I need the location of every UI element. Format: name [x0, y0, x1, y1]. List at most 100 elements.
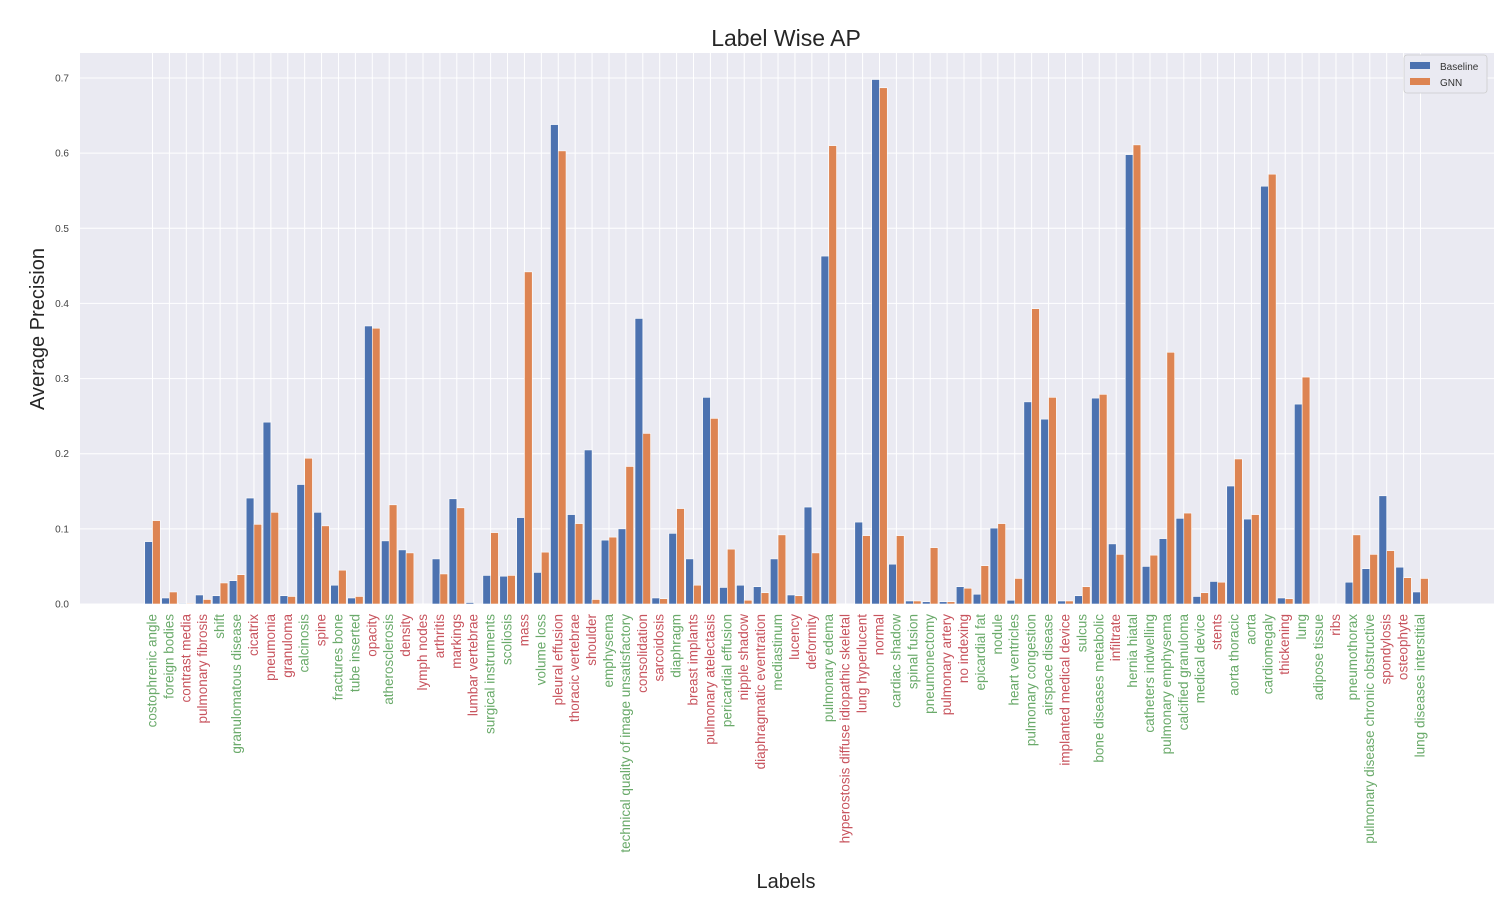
bar-baseline-no-indexing: [955, 586, 965, 605]
bar-baseline-lung: [1294, 403, 1303, 605]
bar-baseline-mediastinum: [769, 558, 779, 605]
x-tick-label: sarcoidosis: [652, 614, 667, 682]
bar-gnn-calcified-granuloma: [1183, 512, 1192, 605]
x-tick-label: adipose tissue: [1311, 614, 1326, 700]
bar-gnn-surgical-instruments: [490, 532, 499, 605]
bar-baseline-cardiomegaly: [1260, 185, 1269, 605]
bar-baseline-tube-inserted: [347, 597, 356, 605]
bar-gnn-pulmonary-disease-chronic-obstructive: [1369, 554, 1378, 605]
bar-gnn-calcinosis: [304, 457, 313, 605]
bar-baseline-nodule: [989, 527, 999, 605]
bar-gnn-mediastinum: [777, 534, 787, 605]
x-tick-label: surgical instruments: [483, 614, 498, 734]
bar-gnn-cardiomegaly: [1268, 173, 1277, 605]
x-tick-label: pneumonectomy: [922, 614, 937, 714]
bar-baseline-stents: [1209, 581, 1218, 605]
y-tick-label: 0.1: [55, 524, 69, 535]
y-tick-labels: 0.0 0.1 0.2 0.3 0.4 0.5 0.6 0.7: [55, 74, 69, 611]
bar-baseline-scoliosis: [499, 575, 508, 605]
bar-baseline-pulmonary-atelectasis: [702, 397, 711, 605]
x-tick-label: nodule: [990, 614, 1005, 655]
x-tick-label: pleural effusion: [550, 614, 565, 705]
x-tick-label: mediastinum: [770, 614, 785, 691]
x-tick-label: implanted medical device: [1057, 614, 1072, 766]
x-tick-label: epicardial fat: [973, 614, 988, 691]
bar-baseline-lung-diseases-interstitial: [1412, 591, 1421, 605]
bar-baseline-spinal-fusion: [905, 600, 914, 605]
bar-gnn-aorta: [1251, 514, 1260, 605]
x-tick-label: deformity: [804, 614, 819, 670]
bar-baseline-hernia-hiatal: [1125, 154, 1134, 605]
bar-gnn-mass: [524, 271, 533, 605]
bar-gnn-aorta-thoracic: [1234, 458, 1243, 605]
plot-area: [80, 53, 1494, 604]
bar-gnn-emphysema: [608, 536, 618, 605]
x-tick-label: pulmonary emphysema: [1159, 614, 1174, 755]
x-tick-label: fractures bone: [330, 614, 345, 700]
bar-gnn-sarcoidosis: [659, 598, 668, 605]
y-tick-label: 0.3: [55, 374, 69, 385]
bar-gnn-breast-implants: [693, 584, 702, 605]
x-tick-label: pneumothorax: [1345, 614, 1360, 701]
x-tick-label: heart ventricles: [1007, 614, 1022, 706]
bar-gnn-pulmonary-fibrosis: [202, 599, 212, 605]
bar-baseline-implanted-medical-device: [1057, 600, 1066, 605]
x-tick-label: volume loss: [533, 614, 548, 686]
bar-baseline-diaphragmatic-eventration: [753, 586, 762, 605]
bar-gnn-hernia-hiatal: [1132, 144, 1142, 605]
x-tick-label: scoliosis: [500, 614, 515, 665]
bar-gnn-bone-diseases-metabolic: [1098, 394, 1108, 605]
bar-baseline-lucency: [786, 594, 796, 605]
bar-baseline-pulmonary-disease-chronic-obstructive: [1361, 568, 1371, 605]
x-tick-label: catheters indwelling: [1142, 614, 1157, 733]
bar-baseline-granuloma: [279, 595, 289, 605]
x-tick-label: sulcus: [1074, 614, 1089, 653]
y-tick-label: 0.4: [55, 299, 69, 310]
bar-gnn-atherosclerosis: [388, 504, 398, 605]
x-tick-label: density: [398, 614, 413, 657]
x-tick-labels: costophrenic angle foreign bodies contrast…: [145, 614, 1428, 853]
x-tick-label: technical quality of image unsatisfactor…: [618, 614, 633, 853]
x-tick-label: lumbar vertebrae: [466, 614, 481, 716]
bar-baseline-spine: [313, 512, 322, 605]
x-tick-label: diaphragm: [669, 614, 684, 678]
x-tick-label: hernia hiatal: [1125, 614, 1140, 688]
bar-gnn-shift: [219, 582, 229, 605]
bar-baseline-volume-loss: [533, 572, 542, 605]
bar-baseline-catheters-indwelling: [1141, 566, 1151, 605]
bar-gnn-infiltrate: [1115, 554, 1125, 605]
y-tick-label: 0.6: [55, 149, 69, 160]
x-tick-label: foreign bodies: [161, 614, 176, 699]
bar-gnn-thoracic-vertebrae: [574, 523, 584, 605]
x-tick-label: infiltrate: [1108, 614, 1123, 661]
bar-gnn-cardiac-shadow: [896, 535, 905, 605]
x-tick-label: ribs: [1328, 614, 1343, 636]
bar-baseline-surgical-instruments: [482, 575, 491, 605]
bar-baseline-heart-ventricles: [1006, 599, 1016, 605]
bar-gnn-scoliosis: [507, 575, 516, 605]
bar-gnn-epicardial-fat: [980, 565, 990, 605]
x-tick-label: contrast media: [178, 614, 193, 703]
x-tick-label: aorta: [1243, 614, 1258, 645]
x-tick-label: cardiomegaly: [1260, 614, 1275, 695]
bar-gnn-foreign-bodies: [169, 591, 178, 605]
x-axis-label: Labels: [757, 871, 816, 893]
x-tick-label: bone diseases metabolic: [1091, 614, 1106, 763]
chart-title: Label Wise AP: [711, 25, 861, 51]
x-tick-label: mass: [516, 614, 531, 647]
bar-gnn-osteophyte: [1403, 577, 1412, 605]
x-tick-label: pulmonary disease chronic obstructive: [1362, 614, 1377, 844]
bar-baseline-consolidation: [634, 318, 644, 605]
bar-gnn-pneumonectomy: [929, 547, 939, 605]
legend-label-gnn: GNN: [1440, 78, 1462, 89]
x-tick-label: diaphragmatic eventration: [753, 614, 768, 769]
bar-gnn-pleural-effusion: [557, 150, 567, 605]
bar-baseline-shift: [212, 595, 221, 605]
x-tick-label: hyperostosis diffuse idiopathic skeletal: [838, 614, 853, 843]
bar-gnn-fractures-bone: [338, 569, 347, 605]
bar-gnn-pneumothorax: [1352, 534, 1361, 605]
legend-swatch-gnn: [1410, 78, 1430, 85]
bar-baseline-cicatrix: [245, 497, 255, 605]
bar-baseline-osteophyte: [1395, 566, 1404, 605]
legend-swatch-baseline: [1410, 62, 1430, 69]
